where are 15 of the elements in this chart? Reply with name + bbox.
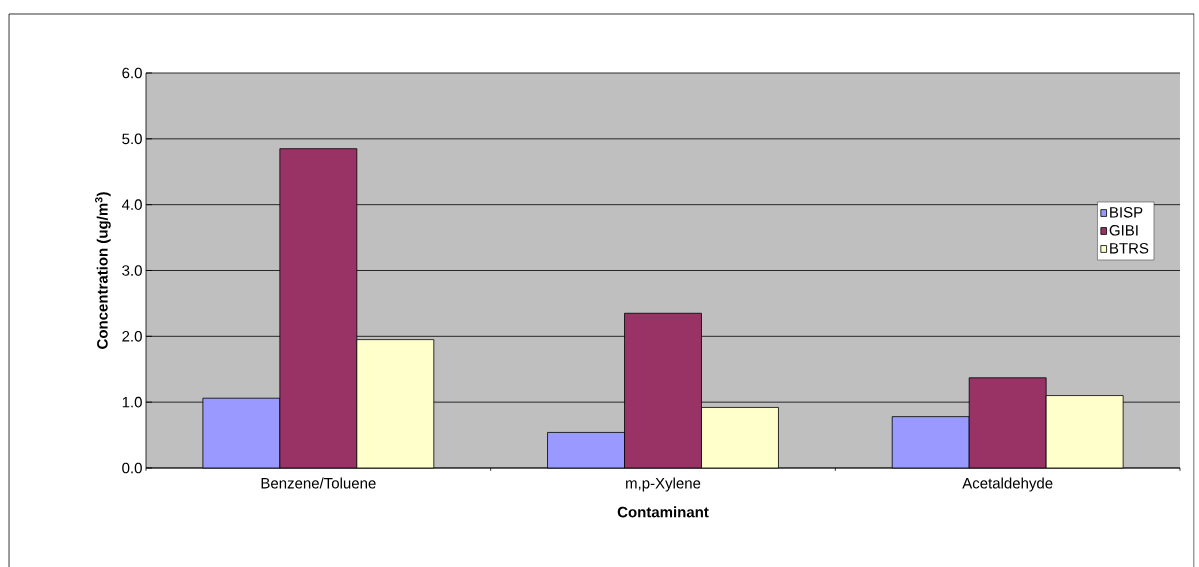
y-tick-label: 2.0 [122,331,142,342]
y-tick-label: 6.0 [122,67,142,79]
y-tick-label: 0.0 [122,462,142,474]
x-tick-label: Benzene/Toluene [261,477,376,489]
x-tick-label: Acetaldehyde [962,477,1053,492]
y-tick-label: 3.0 [122,265,142,276]
y-tick-label: 5.0 [122,133,142,145]
x-axis-title: Contaminant [617,506,709,518]
legend-label: BTRS [1110,242,1149,254]
y-axis-title: Concentration (ug/m$^{3}$) [95,192,111,349]
y-tick-label: 4.0 [121,199,142,210]
legend-label: GIBI [1109,225,1138,236]
x-tick-label: m,p-Xylene [626,477,701,492]
legend-label: BISP [1110,207,1143,218]
y-tick-label: 1.0 [122,396,142,408]
